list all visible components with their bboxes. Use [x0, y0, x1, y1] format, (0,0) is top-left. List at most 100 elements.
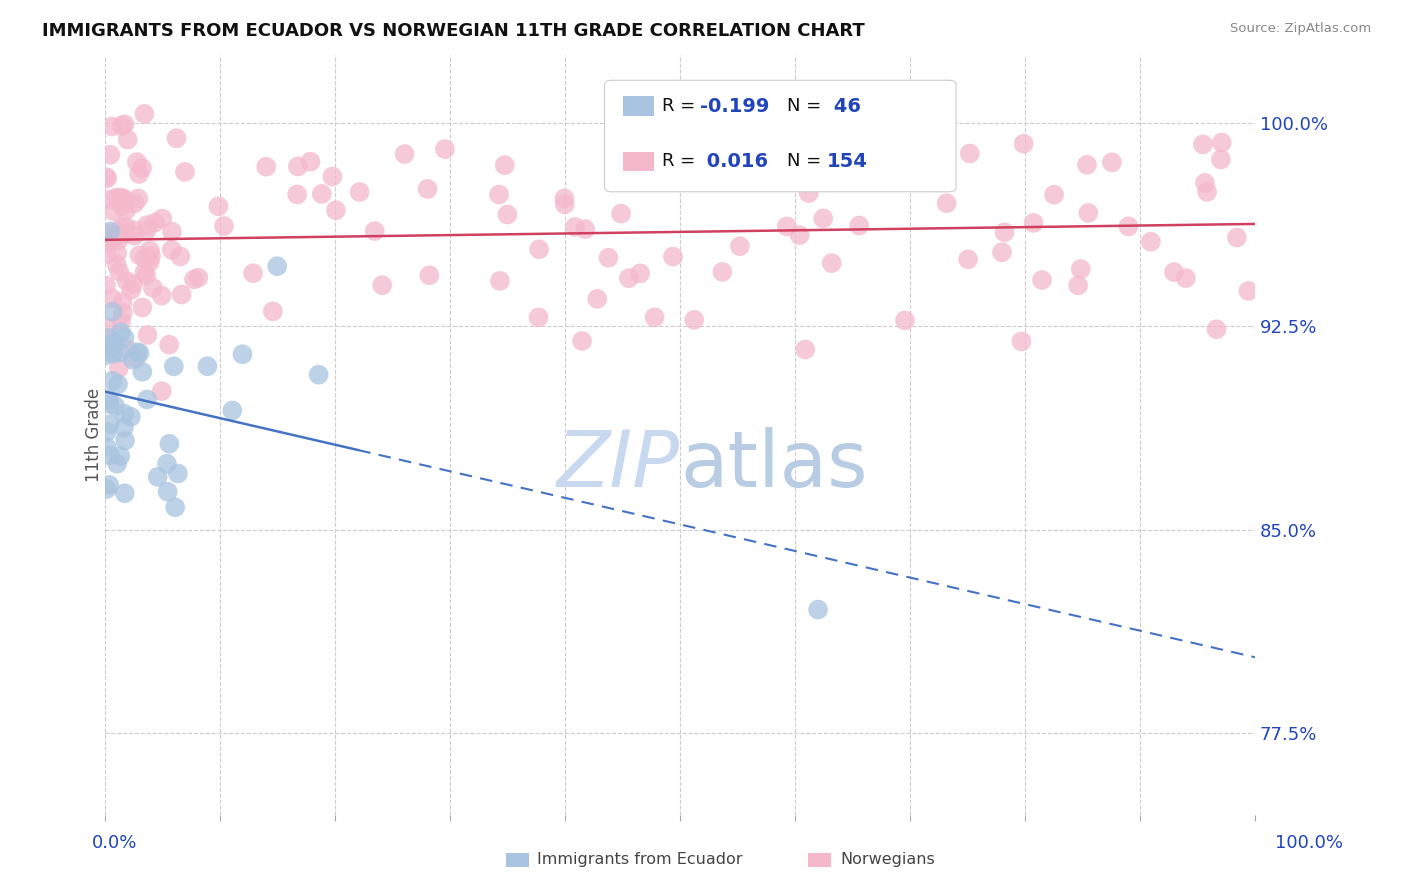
- Point: [96, 247, 118, 261]
- Point: [108, 265, 131, 279]
- Point: [1070, 262, 1092, 277]
- Point: [105, 190, 128, 204]
- Point: [108, 227, 131, 242]
- Point: [418, 268, 440, 283]
- Point: [308, 368, 330, 382]
- Point: [564, 219, 586, 234]
- Point: [617, 271, 640, 285]
- Point: [128, 346, 150, 360]
- Point: [98, 148, 121, 162]
- Point: [183, 272, 205, 286]
- Point: [813, 211, 835, 226]
- Point: [1226, 230, 1249, 244]
- Point: [571, 334, 593, 348]
- Point: [136, 328, 159, 343]
- Point: [150, 288, 173, 302]
- Point: [100, 192, 122, 206]
- Point: [935, 196, 957, 211]
- Text: atlas: atlas: [681, 427, 868, 503]
- Point: [112, 191, 135, 205]
- Point: [848, 219, 870, 233]
- Point: [120, 283, 142, 297]
- Point: [125, 351, 148, 366]
- Point: [628, 266, 651, 280]
- Point: [311, 186, 333, 201]
- Point: [156, 484, 179, 499]
- Point: [433, 142, 456, 156]
- Point: [128, 167, 150, 181]
- Point: [115, 342, 138, 356]
- Point: [96, 170, 118, 185]
- Point: [242, 266, 264, 280]
- Point: [872, 172, 894, 186]
- Point: [586, 292, 609, 306]
- Point: [1209, 153, 1232, 167]
- Text: R =: R =: [662, 97, 702, 115]
- Point: [167, 467, 190, 481]
- Point: [107, 377, 129, 392]
- Point: [110, 191, 132, 205]
- Point: [97, 320, 120, 334]
- Text: 0.016: 0.016: [700, 152, 768, 171]
- Point: [117, 132, 139, 146]
- Point: [574, 222, 596, 236]
- Point: [98, 224, 121, 238]
- Point: [111, 119, 134, 133]
- Point: [101, 304, 124, 318]
- Point: [170, 287, 193, 301]
- Point: [131, 301, 153, 315]
- Point: [1101, 155, 1123, 169]
- Point: [959, 146, 981, 161]
- Point: [101, 232, 124, 246]
- Point: [364, 224, 387, 238]
- Point: [96, 482, 118, 496]
- Point: [527, 310, 550, 325]
- Point: [112, 420, 135, 434]
- Text: 100.0%: 100.0%: [1275, 834, 1343, 852]
- Point: [136, 223, 159, 237]
- Point: [136, 218, 159, 232]
- Point: [554, 197, 576, 211]
- Point: [797, 186, 820, 200]
- Point: [1211, 136, 1233, 150]
- Point: [134, 265, 156, 279]
- Point: [103, 204, 125, 219]
- Point: [108, 361, 131, 376]
- Point: [1194, 176, 1216, 190]
- Point: [139, 244, 162, 258]
- Point: [1076, 158, 1098, 172]
- Point: [416, 182, 439, 196]
- Point: [527, 242, 550, 256]
- Point: [134, 251, 156, 265]
- Point: [821, 256, 844, 270]
- Point: [136, 392, 159, 407]
- Point: [111, 306, 134, 320]
- Point: [104, 399, 127, 413]
- Point: [644, 310, 666, 325]
- Point: [108, 345, 131, 359]
- Point: [776, 219, 799, 234]
- Point: [107, 233, 129, 247]
- Point: [1140, 235, 1163, 249]
- Point: [111, 294, 134, 309]
- Point: [1174, 271, 1197, 285]
- Point: [94, 278, 117, 293]
- Point: [1237, 284, 1260, 298]
- Point: [105, 457, 128, 471]
- Point: [114, 486, 136, 500]
- Text: Source: ZipAtlas.com: Source: ZipAtlas.com: [1230, 22, 1371, 36]
- Point: [125, 155, 148, 169]
- Point: [676, 145, 699, 159]
- Point: [765, 171, 787, 186]
- Point: [321, 169, 343, 184]
- Point: [1010, 334, 1032, 349]
- Point: [135, 268, 157, 283]
- Point: [728, 239, 751, 253]
- Point: [683, 313, 706, 327]
- Point: [131, 161, 153, 175]
- Point: [139, 255, 162, 269]
- Point: [142, 281, 165, 295]
- Y-axis label: 11th Grade: 11th Grade: [86, 388, 103, 482]
- Point: [114, 219, 136, 234]
- Point: [127, 191, 149, 205]
